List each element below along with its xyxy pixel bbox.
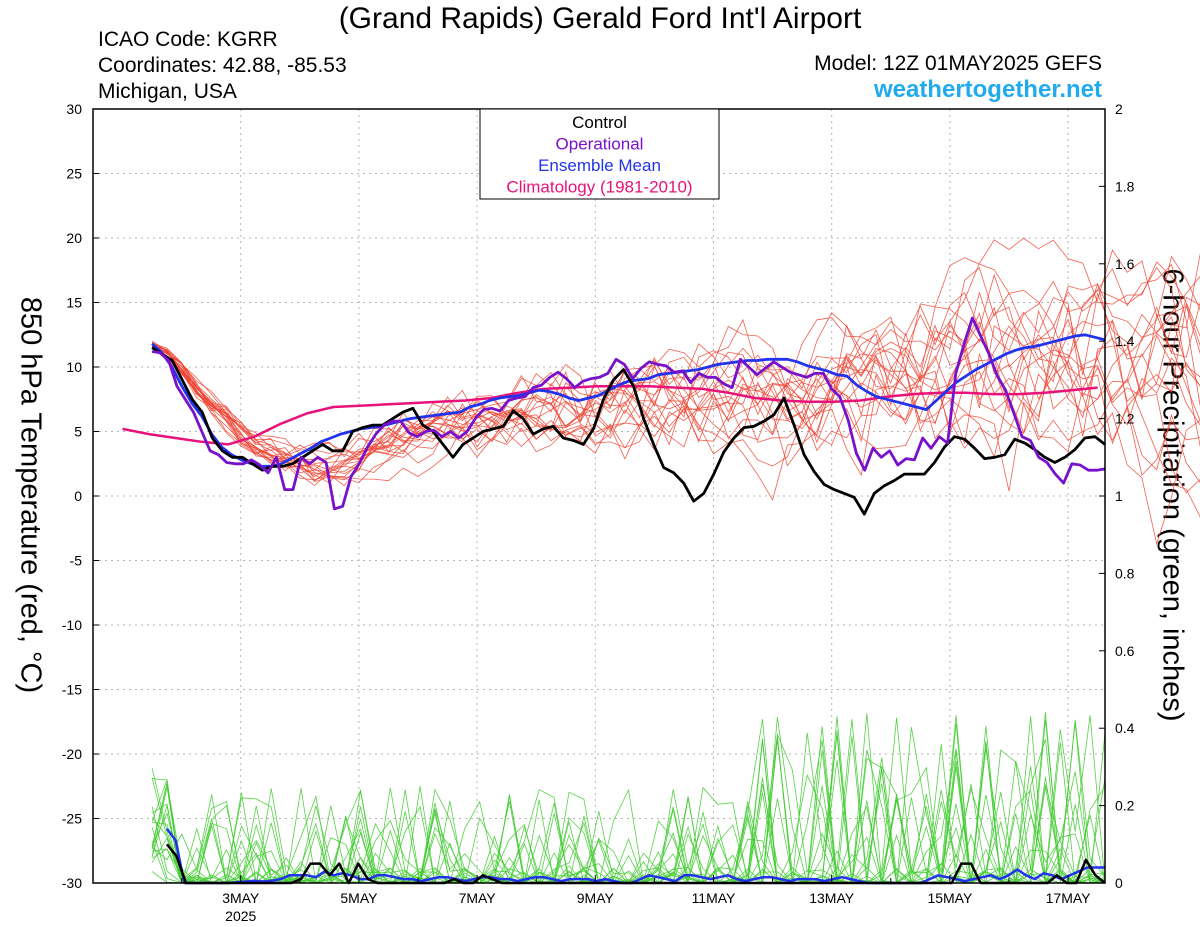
y-tick-label: 10 — [66, 359, 82, 375]
y-tick-label: -15 — [62, 682, 82, 698]
temp-operational-line — [151, 316, 1106, 511]
temp-member-line — [151, 255, 1200, 477]
temp-member-line — [151, 275, 1200, 492]
y2-tick-label: 1 — [1115, 488, 1123, 504]
temp-member-line — [152, 296, 1200, 477]
axes: 302520151050-5-10-15-20-25-3021.81.61.41… — [62, 101, 1135, 924]
x-tick-sublabel: 2025 — [225, 908, 256, 924]
x-tick-label: 3MAY — [222, 890, 260, 906]
y2-tick-label: 0.6 — [1115, 643, 1135, 659]
temp-member-line — [151, 273, 1200, 494]
precip-member-line — [151, 712, 1106, 884]
chart-title: (Grand Rapids) Gerald Ford Int'l Airport — [338, 2, 862, 35]
temp-member-line — [151, 312, 1200, 482]
y2-tick-label: 0.8 — [1115, 565, 1135, 581]
y-tick-label: -30 — [62, 875, 82, 891]
temp-member-line — [152, 252, 1200, 478]
y2-tick-label: 1.2 — [1115, 411, 1135, 427]
temp-member-line — [151, 303, 1200, 468]
temp-member-line — [151, 266, 1200, 464]
site-name: weathertogether.net — [873, 76, 1102, 103]
temp-member-line — [151, 249, 1200, 484]
y-tick-label: 15 — [66, 295, 82, 311]
precip-member-line — [152, 713, 1106, 884]
legend-entry: Climatology (1981-2010) — [506, 178, 692, 197]
region: Michigan, USA — [98, 80, 237, 103]
precip-member-line — [151, 723, 1106, 884]
legend-box — [479, 108, 720, 200]
temp-control-line — [151, 346, 1106, 516]
legend: Control Operational Ensemble Mean Climatolo… — [479, 108, 720, 200]
temp-member-line — [151, 324, 1200, 518]
y2-tick-label: 0.4 — [1115, 720, 1135, 736]
y2-tick-label: 2 — [1115, 101, 1123, 117]
x-tick-label: 5MAY — [340, 890, 378, 906]
model-run: Model: 12Z 01MAY2025 GEFS — [814, 52, 1102, 75]
legend-entry: Ensemble Mean — [538, 156, 661, 175]
y-tick-label: 0 — [74, 488, 82, 504]
temp-member-line — [151, 282, 1200, 501]
precip-member-line — [151, 749, 1106, 885]
ensemble-members — [151, 237, 1200, 885]
temp-member-line — [151, 267, 1200, 483]
legend-entry: Operational — [556, 135, 644, 154]
y-tick-label: 5 — [74, 424, 82, 440]
temp-member-line — [151, 320, 1200, 461]
temp-member-line — [151, 257, 1200, 476]
y-tick-label: -25 — [62, 811, 82, 827]
y2-tick-label: 0 — [1115, 875, 1123, 891]
x-tick-label: 11MAY — [692, 890, 736, 906]
temp-member-line — [151, 313, 1200, 453]
x-tick-label: 7MAY — [459, 890, 497, 906]
temp-member-line — [151, 237, 1200, 482]
y2-tick-label: 0.2 — [1115, 798, 1135, 814]
y2-tick-label: 1.8 — [1115, 178, 1135, 194]
coordinates: Coordinates: 42.88, -85.53 — [98, 54, 347, 77]
y-tick-label: -10 — [62, 617, 82, 633]
temp-member-line — [151, 318, 1200, 546]
temp-ensemble-mean-line — [151, 333, 1106, 468]
y-tick-label: 20 — [66, 230, 82, 246]
y2-tick-label: 1.4 — [1115, 333, 1135, 349]
icao-code: ICAO Code: KGRR — [98, 28, 278, 51]
x-tick-label: 17MAY — [1046, 890, 1092, 906]
x-tick-label: 13MAY — [809, 890, 855, 906]
y2-tick-label: 1.6 — [1115, 256, 1135, 272]
temp-member-line — [151, 263, 1200, 464]
legend-entry: Control — [572, 113, 627, 132]
x-tick-label: 9MAY — [577, 890, 615, 906]
y-tick-label: -5 — [70, 553, 83, 569]
x-tick-label: 15MAY — [927, 890, 973, 906]
precip-member-line — [151, 726, 1106, 885]
y-tick-label: 30 — [66, 101, 82, 117]
precip-ensemble-mean-line — [165, 828, 1105, 885]
y-tick-label: 25 — [66, 166, 82, 182]
y-tick-label: -20 — [62, 746, 82, 762]
